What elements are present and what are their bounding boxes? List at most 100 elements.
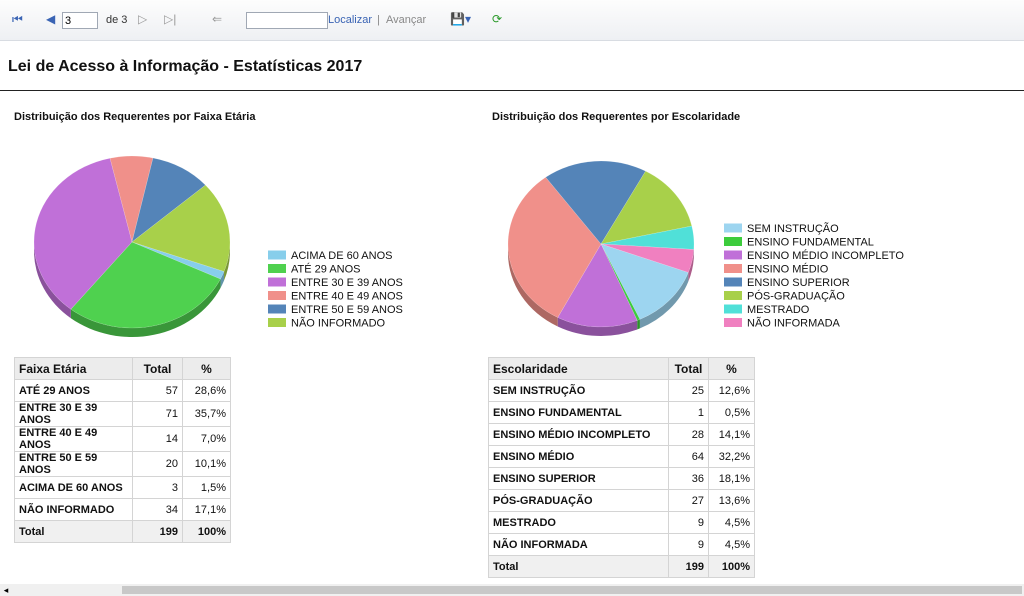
table-cell: NÃO INFORMADA	[488, 533, 669, 556]
legend-label: ACIMA DE 60 ANOS	[291, 250, 392, 262]
table-cell: ENTRE 30 E 39 ANOS	[14, 401, 133, 427]
export-button[interactable]: 💾▾	[450, 12, 471, 26]
legend-swatch	[724, 291, 742, 300]
last-page-button[interactable]: ▷|	[164, 12, 177, 26]
slice-top	[600, 243, 641, 321]
table-cell: 100%	[708, 555, 755, 578]
slice-top	[109, 155, 154, 243]
slice-top	[131, 184, 231, 272]
pie-slice	[507, 176, 602, 327]
legend-swatch	[724, 304, 742, 314]
legend-label: ENTRE 30 E 39 ANOS	[291, 277, 403, 289]
slice-top	[33, 157, 133, 310]
toolbar: ⏮ ◀ de 3 ▷ ▷| ⇐ Localizar | Avançar 💾▾ ⟳	[0, 0, 1024, 41]
table-cell: 199	[132, 520, 183, 543]
table-cell: 14	[132, 426, 183, 452]
table-cell: ENSINO SUPERIOR	[488, 467, 669, 490]
table-row: ENSINO MÉDIO 64 32,2%	[488, 445, 755, 468]
legend-label: ENSINO SUPERIOR	[747, 277, 850, 289]
slice-side	[688, 249, 694, 282]
table-cell: 12,6%	[708, 379, 755, 402]
scroll-left[interactable]: ◂	[3, 585, 9, 595]
table-cell: 7,0%	[182, 426, 231, 452]
legend-swatch	[724, 264, 742, 273]
page-input[interactable]	[62, 12, 98, 29]
table-cell: 28,6%	[182, 379, 231, 402]
table-cell: 0,5%	[708, 401, 755, 424]
slice-side	[33, 242, 71, 319]
table-cell: Escolaridade	[488, 357, 669, 380]
next-page-button[interactable]: ▷	[138, 12, 148, 26]
table-cell: 4,5%	[708, 511, 755, 534]
legend-swatch	[724, 250, 742, 260]
legend-label: NÃO INFORMADO	[291, 316, 386, 329]
table-cell: %	[708, 357, 755, 380]
table-cell: 57	[132, 379, 183, 402]
pie-slice	[131, 157, 206, 243]
table-cell: 1	[668, 401, 709, 424]
table-cell: Total	[668, 357, 709, 380]
legend-label: NÃO INFORMADA	[747, 316, 841, 329]
scroll-thumb[interactable]	[122, 586, 1022, 594]
table-row: ENSINO MÉDIO INCOMPLETO 28 14,1%	[488, 423, 755, 446]
table-row: NÃO INFORMADA 9 4,5%	[488, 533, 755, 556]
table-cell: 28	[668, 423, 709, 446]
pie-slice	[600, 243, 689, 329]
table-row: ATÉ 29 ANOS 57 28,6%	[14, 379, 231, 402]
slice-top	[131, 157, 206, 243]
slice-side	[557, 317, 638, 336]
table-row: Escolaridade Total%	[488, 357, 755, 380]
legend-swatch	[724, 277, 742, 287]
table-cell: Total	[488, 555, 669, 578]
legend-label: ENSINO FUNDAMENTAL	[747, 236, 874, 248]
slice-side	[70, 278, 221, 337]
horizontal-scrollbar[interactable]: ◂	[0, 584, 1024, 596]
legend-label: ENSINO MÉDIO INCOMPLETO	[747, 249, 904, 262]
prev-page-button[interactable]: ◀	[46, 12, 56, 26]
table-cell: 64	[668, 445, 709, 468]
table-cell: 17,1%	[182, 498, 231, 521]
back-button[interactable]: ⇐	[212, 12, 223, 26]
pie-slice	[557, 243, 638, 336]
table-row: MESTRADO 9 4,5%	[488, 511, 755, 534]
legend-label: ENTRE 50 E 59 ANOS	[291, 304, 403, 316]
slice-side	[224, 242, 230, 281]
table-cell: Total	[132, 357, 183, 380]
table-cell: 27	[668, 489, 709, 512]
search-input[interactable]	[246, 12, 328, 29]
legend-swatch	[724, 237, 742, 246]
first-page-button[interactable]: ⏮	[12, 12, 23, 26]
table-cell: 13,6%	[708, 489, 755, 512]
table-cell: ENTRE 40 E 49 ANOS	[14, 426, 133, 452]
refresh-button[interactable]: ⟳	[492, 12, 503, 26]
legend-swatch	[268, 291, 286, 300]
next-link[interactable]: Avançar	[386, 14, 427, 26]
slice-side	[508, 244, 558, 327]
table-row: Faixa Etária Total%	[14, 357, 231, 380]
pie-slice	[600, 243, 641, 330]
legend-swatch	[268, 264, 286, 273]
table-cell: MESTRADO	[488, 511, 669, 534]
pie-slice	[600, 170, 693, 245]
table-cell: 10,1%	[182, 451, 231, 477]
separator: |	[377, 14, 380, 26]
table-cell: NÃO INFORMADO	[14, 498, 133, 521]
slice-top	[70, 241, 221, 329]
table-row: ACIMA DE 60 ANOS 3 1,5%	[14, 476, 231, 499]
table-row: ENSINO FUNDAMENTAL 1 0,5%	[488, 401, 755, 424]
table-cell: ENSINO FUNDAMENTAL	[488, 401, 669, 424]
legend-label: SEM INSTRUÇÃO	[747, 222, 839, 235]
report-title: Lei de Acesso à Informação - Estatística…	[8, 58, 363, 75]
find-link[interactable]: Localizar	[328, 14, 373, 26]
data-table: Faixa Etária Total% ATÉ 29 ANOS 57 28,6% ENTR…	[14, 357, 231, 543]
page-count: de 3	[106, 14, 128, 26]
table-cell: Total	[14, 520, 133, 543]
slice-top	[600, 225, 695, 250]
pie-slice	[545, 160, 646, 245]
slice-top	[545, 160, 646, 245]
legend-swatch	[724, 318, 742, 327]
table-cell: 14,1%	[708, 423, 755, 446]
legend-label: PÓS-GRADUAÇÃO	[747, 289, 845, 302]
pie-slice	[131, 241, 225, 288]
table-cell: 3	[132, 476, 183, 499]
